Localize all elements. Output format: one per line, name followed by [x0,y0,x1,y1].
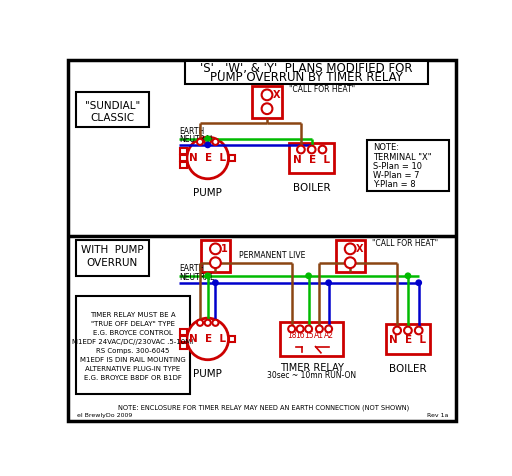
Text: WITH  PUMP: WITH PUMP [81,246,143,256]
Bar [386,324,430,354]
Circle shape [187,318,228,360]
Circle shape [305,326,312,332]
Bar [252,86,282,118]
Circle shape [318,146,326,153]
Circle shape [393,327,401,334]
Text: 1: 1 [221,244,228,254]
Text: TIMER RELAY MUST BE A
"TRUE OFF DELAY" TYPE
E.G. BROYCE CONTROL
M1EDF 24VAC/DC//: TIMER RELAY MUST BE A "TRUE OFF DELAY" T… [72,312,194,381]
Text: Y-Plan = 8: Y-Plan = 8 [373,180,416,189]
Text: S-Plan = 10: S-Plan = 10 [373,162,422,171]
Circle shape [326,280,331,286]
Circle shape [288,326,295,332]
Bar [180,336,187,342]
Circle shape [210,258,221,268]
Text: 16: 16 [295,331,305,339]
Circle shape [415,327,422,334]
Circle shape [416,280,421,286]
Circle shape [210,243,221,254]
Circle shape [205,139,211,145]
Circle shape [405,273,411,278]
Bar [185,61,428,84]
Bar [180,343,187,349]
Text: W-Plan = 7: W-Plan = 7 [373,171,420,180]
Text: 15: 15 [304,331,313,339]
Circle shape [197,320,203,326]
Circle shape [345,243,355,254]
Bar [335,239,365,272]
Circle shape [296,326,304,332]
Text: PERMANENT LIVE: PERMANENT LIVE [239,251,305,260]
Text: "CALL FOR HEAT": "CALL FOR HEAT" [372,239,438,248]
Text: el BrewlyDo 2009: el BrewlyDo 2009 [77,414,132,418]
Bar [76,240,149,276]
Bar [180,148,187,154]
Bar [367,140,449,191]
Text: TERMINAL "X": TERMINAL "X" [373,153,432,162]
Text: EARTH: EARTH [179,128,204,137]
Circle shape [212,139,219,145]
Bar [289,143,334,173]
Circle shape [205,273,210,278]
Text: "CALL FOR HEAT": "CALL FOR HEAT" [289,85,355,94]
Text: OVERRUN: OVERRUN [87,258,138,268]
Bar [201,239,230,272]
Circle shape [205,136,210,141]
Circle shape [262,89,272,100]
Circle shape [306,273,311,278]
Circle shape [345,258,355,268]
Circle shape [404,327,412,334]
Circle shape [212,320,219,326]
Bar [76,296,190,395]
Text: EARTH: EARTH [179,265,204,274]
Circle shape [197,139,203,145]
Circle shape [297,146,305,153]
Text: A1: A1 [314,331,325,339]
Text: N  E  L: N E L [293,155,330,165]
Text: 30sec ~ 10mn RUN-ON: 30sec ~ 10mn RUN-ON [267,370,356,379]
Circle shape [187,137,228,179]
Text: 18: 18 [287,331,296,339]
Circle shape [308,146,315,153]
Bar [228,336,236,342]
Text: BOILER: BOILER [389,364,426,374]
Text: BOILER: BOILER [293,183,330,193]
Text: "SUNDIAL": "SUNDIAL" [84,100,140,110]
Circle shape [212,280,218,286]
Text: PUMP OVERRUN BY TIMER RELAY: PUMP OVERRUN BY TIMER RELAY [210,71,403,84]
Bar [180,155,187,161]
Text: CLASSIC: CLASSIC [90,113,134,123]
Circle shape [205,142,210,148]
Text: 'S' , 'W', & 'Y'  PLANS MODIFIED FOR: 'S' , 'W', & 'Y' PLANS MODIFIED FOR [200,62,413,75]
Text: A2: A2 [324,331,334,339]
Text: X: X [272,90,280,100]
Text: Rev 1a: Rev 1a [426,414,448,418]
Text: PUMP: PUMP [194,188,222,198]
Text: X: X [356,244,363,254]
Text: NEUTRAL: NEUTRAL [179,273,215,282]
Bar [228,155,236,161]
Text: NEUTRAL: NEUTRAL [179,135,215,144]
Text: NOTE:: NOTE: [373,143,399,152]
Bar [180,329,187,335]
Circle shape [325,326,332,332]
Circle shape [205,320,211,326]
Text: N  E  L: N E L [390,336,426,346]
Text: TIMER RELAY: TIMER RELAY [280,363,344,373]
Text: PUMP: PUMP [194,369,222,379]
Circle shape [262,103,272,114]
Bar [280,322,343,356]
Text: NOTE: ENCLOSURE FOR TIMER RELAY MAY NEED AN EARTH CONNECTION (NOT SHOWN): NOTE: ENCLOSURE FOR TIMER RELAY MAY NEED… [118,405,409,411]
Text: N  E  L: N E L [189,334,226,344]
Circle shape [316,326,323,332]
Bar [76,92,149,127]
Bar [180,162,187,168]
Text: N  E  L: N E L [189,153,226,163]
